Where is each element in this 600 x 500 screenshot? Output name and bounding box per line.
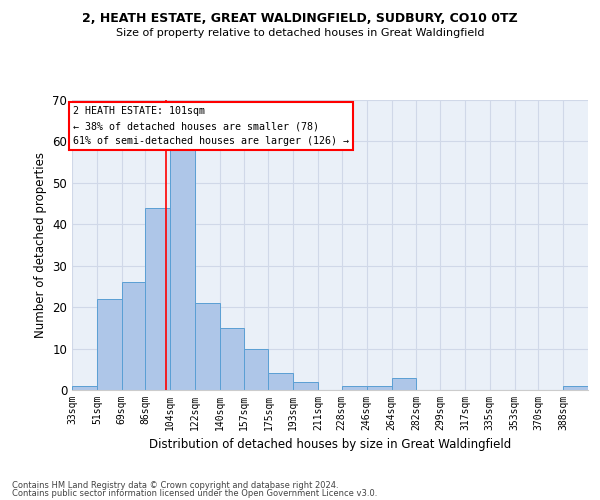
Bar (195, 303, 220, 390)
Bar (145, 208, 170, 390)
Text: Contains HM Land Registry data © Crown copyright and database right 2024.: Contains HM Land Registry data © Crown c… (12, 480, 338, 490)
Bar (367, 386, 392, 390)
Text: 2 HEATH ESTATE: 101sqm
← 38% of detached houses are smaller (78)
61% of semi-det: 2 HEATH ESTATE: 101sqm ← 38% of detached… (73, 106, 349, 146)
Bar (72, 386, 97, 390)
Bar (97, 299, 122, 390)
Bar (563, 386, 588, 390)
Bar (220, 328, 244, 390)
X-axis label: Distribution of detached houses by size in Great Waldingfield: Distribution of detached houses by size … (149, 438, 511, 452)
Text: 2, HEATH ESTATE, GREAT WALDINGFIELD, SUDBURY, CO10 0TZ: 2, HEATH ESTATE, GREAT WALDINGFIELD, SUD… (82, 12, 518, 26)
Text: Size of property relative to detached houses in Great Waldingfield: Size of property relative to detached ho… (116, 28, 484, 38)
Bar (122, 282, 145, 390)
Bar (342, 386, 367, 390)
Bar (268, 374, 293, 390)
Bar (170, 150, 195, 390)
Y-axis label: Number of detached properties: Number of detached properties (34, 152, 47, 338)
Bar (392, 378, 416, 390)
Bar (293, 382, 318, 390)
Text: Contains public sector information licensed under the Open Government Licence v3: Contains public sector information licen… (12, 489, 377, 498)
Bar (244, 348, 268, 390)
